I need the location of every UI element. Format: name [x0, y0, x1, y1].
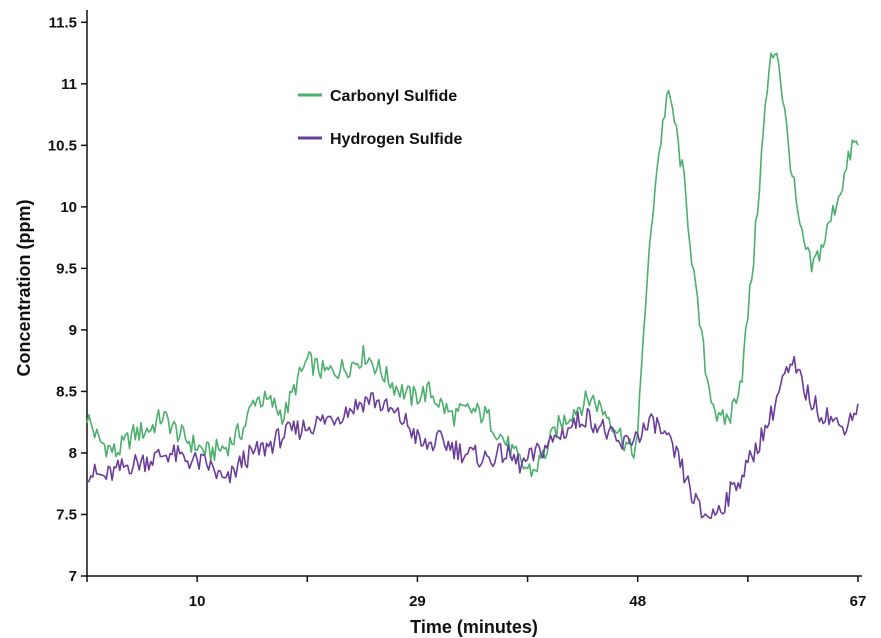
y-tick-label: 10.5: [48, 137, 77, 154]
y-tick-label: 11.5: [49, 14, 77, 31]
y-ticks: 7 7.5 8 8.5 9 9.5 10 10.5 11 11.5: [48, 14, 87, 585]
series-line-carbonyl-sulfide: [86, 52, 859, 478]
y-tick-label: 10: [60, 199, 77, 216]
series-lines: [86, 52, 859, 520]
y-tick-label: 8: [69, 445, 77, 462]
legend-label-carbonyl-sulfide: Carbonyl Sulfide: [330, 88, 457, 105]
y-tick-label: 7: [69, 568, 77, 585]
x-ticks: 10 29 48 67: [86, 576, 867, 610]
y-tick-label: 11: [61, 76, 77, 93]
legend-item-carbonyl-sulfide: Carbonyl Sulfide: [298, 88, 457, 105]
y-axis-title: Concentration (ppm): [14, 200, 34, 377]
x-tick-label: 10: [189, 593, 206, 610]
y-tick-label: 7.5: [56, 506, 77, 523]
y-tick-label: 9.5: [56, 260, 77, 277]
y-tick-label: 9: [69, 322, 77, 339]
x-tick-label: 29: [409, 593, 426, 610]
x-axis-title: Time (minutes): [410, 617, 538, 637]
y-tick-label: 8.5: [56, 383, 77, 400]
series-line-hydrogen-sulfide: [86, 355, 859, 520]
x-tick-label: 67: [850, 593, 867, 610]
legend: Carbonyl Sulfide Hydrogen Sulfide: [298, 88, 463, 148]
legend-item-hydrogen-sulfide: Hydrogen Sulfide: [298, 131, 463, 148]
plot-area: 7 7.5 8 8.5 9 9.5 10 10.5 11 11.5 10 29 48 67: [48, 10, 867, 610]
legend-label-hydrogen-sulfide: Hydrogen Sulfide: [330, 131, 463, 148]
x-tick-label: 48: [629, 593, 646, 610]
